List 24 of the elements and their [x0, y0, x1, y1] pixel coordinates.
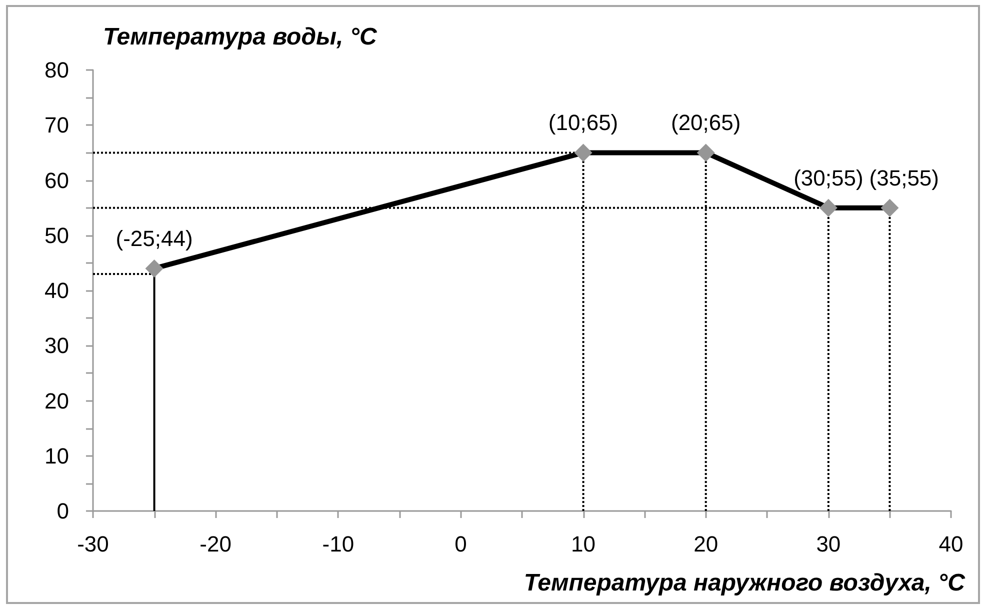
y-tick-label: 30 [44, 333, 69, 358]
x-tick-label: 0 [454, 532, 467, 556]
x-axis-title: Температура наружного воздуха, °C [524, 570, 966, 596]
y-tick-label: 80 [44, 58, 69, 82]
y-tick-label: 70 [44, 112, 69, 138]
x-tick-label: 20 [694, 532, 718, 556]
y-tick-label: 40 [44, 278, 69, 303]
x-tick-label: -30 [77, 532, 109, 556]
data-label: (10;65) [548, 110, 618, 136]
y-tick-label: 0 [56, 498, 69, 524]
data-label: (-25;44) [116, 226, 193, 251]
data-label: (35;55) [869, 165, 939, 190]
y-tick-label: 50 [44, 222, 69, 248]
y-tick-label: 10 [44, 443, 69, 468]
y-axis-title: Температура воды, °C [103, 24, 378, 50]
data-label: (20;65) [671, 110, 741, 136]
x-tick-label: -20 [200, 532, 232, 556]
x-tick-label: 40 [938, 532, 964, 556]
data-label: (30;55) [794, 165, 864, 190]
y-tick-label: 20 [44, 388, 69, 414]
x-tick-label: 30 [816, 532, 841, 556]
x-tick-label: 10 [571, 532, 596, 556]
y-tick-label: 60 [44, 168, 69, 193]
x-tick-label: -10 [322, 532, 354, 556]
